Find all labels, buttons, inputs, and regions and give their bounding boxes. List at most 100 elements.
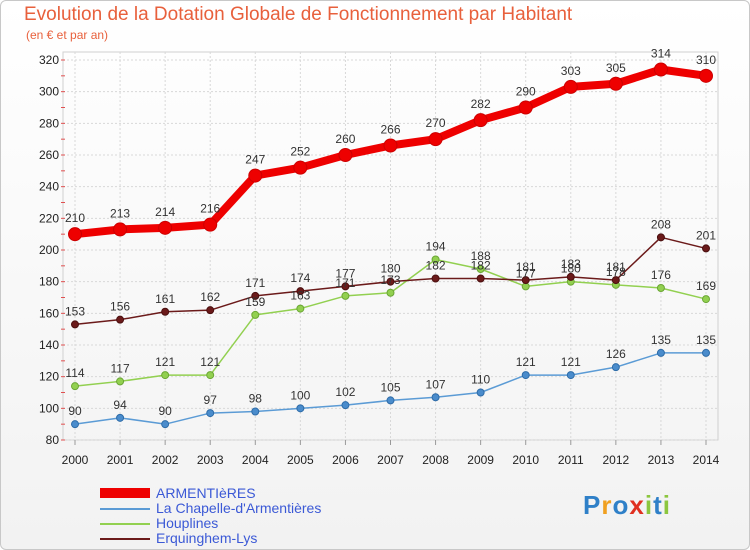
data-point-erquinghem-lys [206,306,215,315]
data-label-erquinghem-lys: 153 [65,304,85,318]
data-label-houplines: 173 [380,273,400,287]
data-label-armenti-res: 252 [290,145,310,159]
data-point-erquinghem-lys [521,276,530,285]
data-point-erquinghem-lys [116,315,125,324]
data-point-la-chapelle-d-armenti-res [161,420,170,429]
data-point-la-chapelle-d-armenti-res [251,407,260,416]
data-point-houplines [341,291,350,300]
data-label-la-chapelle-d-armenti-res: 107 [426,377,446,391]
data-point-la-chapelle-d-armenti-res [611,363,620,372]
data-point-armenti-res [113,222,128,237]
data-point-la-chapelle-d-armenti-res [476,388,485,397]
data-label-la-chapelle-d-armenti-res: 97 [204,393,218,407]
y-axis-ticks: 80 100 120 140 160 180 200 220 240 260 280 300 320 [39,53,65,447]
data-label-houplines: 171 [335,276,355,290]
data-label-armenti-res: 216 [200,202,220,216]
logo-letter: o [612,490,630,520]
data-label-houplines: 163 [290,289,310,303]
series-lines [68,62,713,429]
data-label-armenti-res: 282 [471,97,491,111]
data-label-armenti-res: 314 [651,47,671,61]
data-label-la-chapelle-d-armenti-res: 135 [696,333,716,347]
data-label-houplines: 169 [696,279,716,293]
data-label-la-chapelle-d-armenti-res: 98 [249,392,263,406]
x-tick-label: 2014 [693,453,720,467]
data-point-houplines [71,382,79,391]
y-tick-label: 120 [39,370,59,384]
data-label-armenti-res: 310 [696,53,716,67]
x-tick-label: 2008 [422,453,449,467]
data-label-erquinghem-lys: 201 [696,228,716,242]
data-point-erquinghem-lys [476,274,485,283]
data-label-erquinghem-lys: 183 [561,257,581,271]
data-point-houplines [702,295,710,304]
x-tick-label: 2005 [287,453,314,467]
data-label-armenti-res: 247 [245,153,265,167]
data-label-armenti-res: 214 [155,205,175,219]
data-label-la-chapelle-d-armenti-res: 135 [651,333,671,347]
data-point-houplines [116,377,125,386]
data-label-houplines: 188 [471,249,491,263]
data-point-houplines [656,284,665,292]
legend-swatch-erquinghem [100,538,150,540]
logo-letter: i [644,490,654,520]
data-point-houplines [431,255,440,264]
data-label-la-chapelle-d-armenti-res: 100 [290,388,310,402]
data-label-houplines: 180 [561,262,581,276]
data-point-houplines [386,288,395,297]
data-label-houplines: 176 [651,268,671,282]
data-point-armenti-res [653,62,668,77]
data-point-armenti-res [248,168,263,183]
y-tick-label: 300 [39,85,59,99]
y-tick-label: 200 [39,243,59,257]
x-tick-label: 2006 [332,453,359,467]
data-label-armenti-res: 303 [561,64,581,78]
data-label-la-chapelle-d-armenti-res: 121 [516,355,536,369]
data-label-houplines: 177 [516,266,536,280]
data-point-houplines [476,265,485,273]
data-point-armenti-res [338,148,353,162]
y-tick-label: 160 [39,306,59,320]
data-label-erquinghem-lys: 177 [335,266,355,280]
data-point-armenti-res [699,68,713,83]
data-point-la-chapelle-d-armenti-res [341,401,350,410]
data-labels: 210 213 214 216 247 252 260 266 270 282 290 303 305 3… [65,47,716,419]
data-point-armenti-res [158,220,173,235]
y-tick-label: 240 [39,180,59,194]
data-label-la-chapelle-d-armenti-res: 121 [561,355,581,369]
legend-swatch-la-chapelle [100,508,150,510]
data-point-erquinghem-lys [566,272,575,281]
data-label-erquinghem-lys: 174 [290,271,310,285]
logo-letter: r [601,490,613,520]
logo-letter: i [662,490,671,520]
data-point-la-chapelle-d-armenti-res [521,371,530,380]
data-label-erquinghem-lys: 180 [380,262,400,276]
data-point-armenti-res [563,79,578,94]
data-point-armenti-res [428,132,443,147]
x-tick-label: 2007 [377,453,404,467]
data-point-erquinghem-lys [656,233,665,242]
data-point-houplines [296,304,305,313]
x-tick-label: 2013 [648,453,675,467]
x-tick-label: 2009 [467,453,494,467]
data-label-armenti-res: 213 [110,206,130,220]
data-point-armenti-res [473,113,488,128]
data-point-la-chapelle-d-armenti-res [206,409,215,418]
data-label-erquinghem-lys: 181 [606,260,626,274]
data-label-la-chapelle-d-armenti-res: 90 [158,404,172,418]
x-tick-label: 2010 [512,453,539,467]
data-point-armenti-res [608,76,623,91]
data-label-houplines: 117 [111,361,130,375]
data-point-armenti-res [293,160,308,175]
data-label-erquinghem-lys: 161 [155,292,175,306]
x-tick-label: 2002 [152,453,179,467]
data-point-houplines [251,310,260,319]
logo-letter: P [583,490,602,520]
y-tick-label: 320 [39,53,59,67]
data-label-houplines: 194 [426,240,446,254]
data-label-armenti-res: 260 [335,132,355,146]
data-point-erquinghem-lys [161,307,170,316]
data-point-armenti-res [518,100,533,115]
data-point-erquinghem-lys [296,287,305,296]
x-tick-label: 2000 [62,453,89,467]
